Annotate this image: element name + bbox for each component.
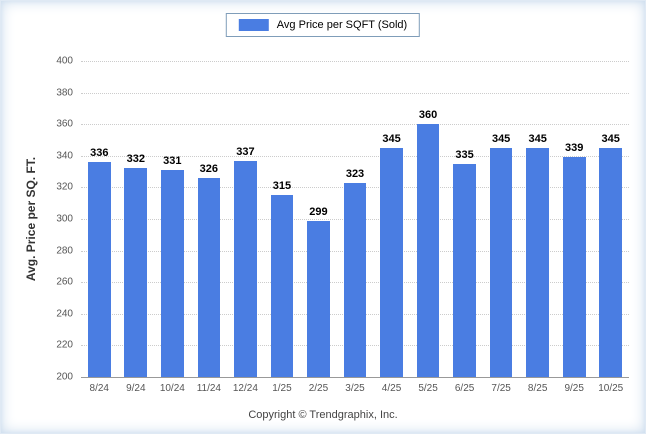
x-tick-label: 5/25 — [418, 383, 438, 394]
legend-swatch — [238, 19, 269, 31]
bar-4/25 — [380, 147, 403, 377]
y-tick-label: 220 — [56, 339, 73, 351]
bar-8/24 — [87, 162, 111, 377]
x-tick-label: 12/24 — [232, 383, 258, 394]
x-tick-label: 7/25 — [491, 383, 511, 394]
bar-value-label: 336 — [90, 147, 109, 160]
bar-value-label: 360 — [418, 109, 438, 122]
bar-3/25 — [343, 182, 367, 377]
bar-9/25 — [562, 157, 586, 377]
x-tick-label: 11/24 — [196, 383, 222, 394]
bar-2/25 — [307, 220, 330, 377]
bar-value-label: 337 — [236, 145, 255, 158]
bar-6/25 — [453, 163, 476, 377]
bar-value-label: 326 — [199, 162, 219, 175]
y-tick-label: 300 — [56, 213, 73, 225]
plot-area: 200 220 240 260 280 300 320 340 360 380 400 336 8/24… — [56, 56, 629, 394]
bar-value-label: 345 — [528, 132, 547, 145]
legend-label: Avg Price per SQFT (Sold) — [276, 19, 408, 31]
y-tick-label: 200 — [56, 371, 73, 383]
x-tick-label: 10/25 — [598, 383, 624, 394]
y-tick-label: 380 — [56, 87, 73, 99]
x-tick-label: 8/24 — [89, 383, 109, 394]
bar-value-label: 339 — [565, 142, 584, 155]
bar-1/25 — [270, 195, 294, 377]
y-tick-label: 260 — [56, 276, 73, 288]
bar-value-label: 331 — [163, 155, 182, 168]
bar-10/25 — [599, 147, 623, 377]
bar-12/24 — [234, 160, 257, 377]
y-tick-label: 240 — [56, 308, 73, 320]
bar-10/24 — [161, 170, 184, 377]
gridline — [81, 92, 629, 94]
y-tick-label: 320 — [56, 181, 73, 193]
bar-7/25 — [489, 147, 513, 377]
x-tick-label: 8/25 — [527, 383, 548, 394]
bar-value-label: 299 — [309, 205, 328, 218]
bar-value-label: 335 — [455, 148, 474, 161]
legend: Avg Price per SQFT (Sold) — [225, 13, 421, 37]
bar-value-label: 315 — [272, 180, 292, 193]
x-tick-label: 2/25 — [308, 383, 329, 394]
bar-value-label: 323 — [345, 167, 365, 180]
bar-value-label: 345 — [491, 132, 511, 145]
y-tick-label: 340 — [56, 150, 73, 162]
x-tick-label: 6/25 — [454, 383, 475, 394]
bar-8/25 — [526, 147, 549, 377]
x-tick-label: 10/24 — [159, 383, 185, 394]
y-tick-label: 360 — [56, 118, 73, 130]
gridline — [81, 124, 629, 126]
copyright: Copyright © Trendgraphix, Inc. — [248, 409, 398, 421]
gridline — [81, 155, 629, 157]
bar-value-label: 345 — [382, 132, 401, 145]
x-tick-label: 9/25 — [564, 383, 584, 394]
y-tick-label: 400 — [56, 55, 73, 67]
bar-5/25 — [416, 124, 440, 377]
bar-11/24 — [197, 177, 221, 377]
bar-value-label: 332 — [126, 153, 145, 166]
bar-9/24 — [124, 168, 148, 377]
x-tick-label: 4/25 — [381, 383, 402, 394]
y-axis-title: Avg. Price per SQ. FT. — [24, 156, 38, 282]
bar-value-label: 345 — [601, 132, 620, 145]
x-tick-label: 3/25 — [345, 383, 365, 394]
gridline — [81, 61, 629, 62]
x-tick-label: 9/24 — [126, 383, 146, 394]
y-tick-label: 280 — [56, 245, 73, 257]
x-tick-label: 1/25 — [272, 383, 292, 394]
